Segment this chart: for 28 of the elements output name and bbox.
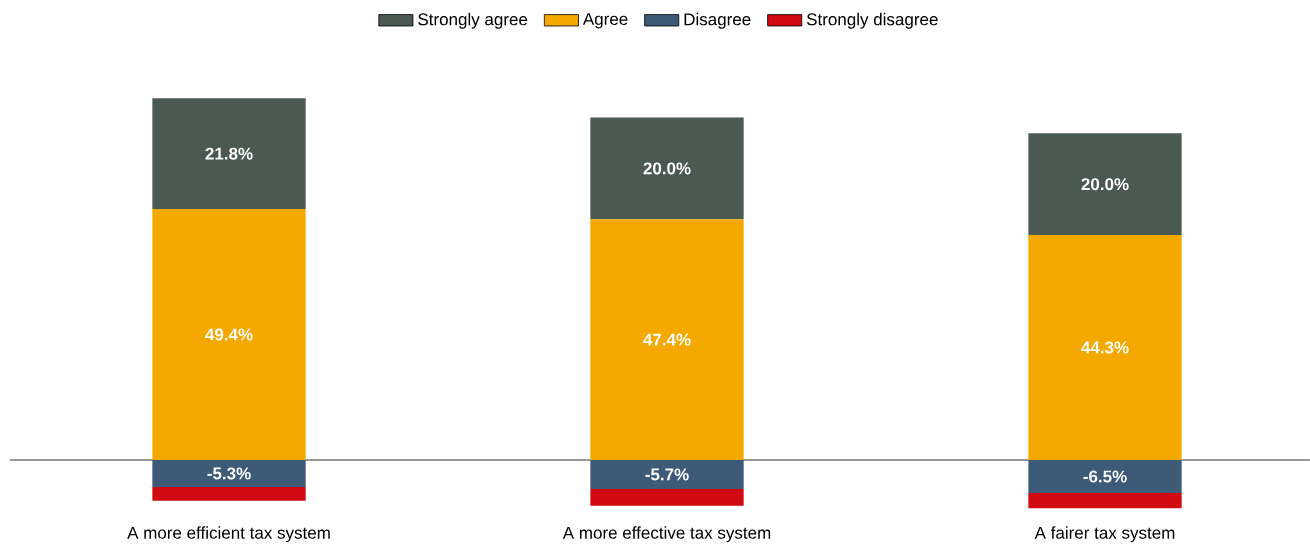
bar	[152, 98, 306, 210]
x-tick-label: A fairer tax system	[1034, 526, 1175, 543]
bar	[590, 488, 744, 506]
x-tick-label: A more efficient tax system	[127, 526, 330, 543]
data-label: 20.0%	[643, 162, 691, 175]
bar	[152, 486, 306, 501]
data-label: 20.0%	[1081, 178, 1129, 191]
legend-label: Strongly disagree	[806, 12, 938, 29]
data-label: -5.3%	[207, 467, 251, 480]
data-label: 47.4%	[643, 333, 691, 346]
legend-label: Strongly agree	[418, 12, 528, 29]
bar	[1028, 493, 1182, 509]
bar	[590, 219, 744, 460]
bar	[590, 459, 744, 489]
bar	[1028, 133, 1182, 235]
data-label: 44.3%	[1081, 341, 1129, 354]
data-label: 21.8%	[205, 147, 253, 160]
legend-label: Agree	[582, 13, 628, 29]
bar	[152, 209, 306, 460]
bar	[1028, 234, 1182, 460]
data-label: 49.4%	[205, 328, 253, 341]
bar	[152, 459, 306, 487]
legend-label: Disagree	[684, 12, 751, 29]
data-label: -5.7%	[645, 468, 689, 481]
data-label: -6.5%	[1083, 470, 1127, 483]
bar	[590, 117, 744, 220]
bar	[1028, 459, 1182, 493]
x-tick-label: A more effective tax system	[562, 526, 771, 543]
